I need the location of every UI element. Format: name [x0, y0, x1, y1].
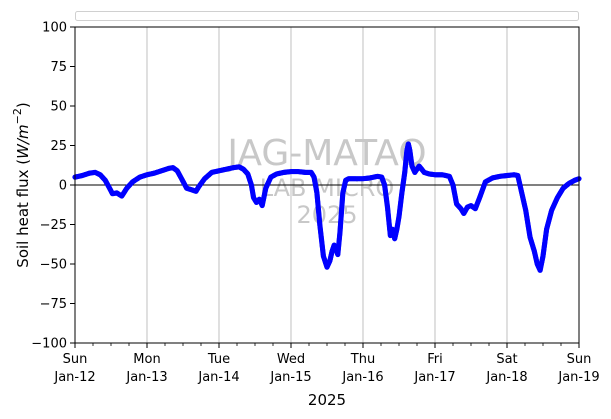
y-tick-label: −75: [40, 297, 67, 312]
x-tick-label-day: Mon: [133, 352, 160, 367]
x-tick-label-date: Jan-16: [341, 370, 383, 385]
x-axis-label: 2025: [308, 391, 346, 409]
y-tick-label: 0: [59, 179, 67, 194]
x-tick-label-date: Jan-15: [269, 370, 311, 385]
x-tick-label-day: Sun: [63, 352, 88, 367]
x-tick-label-day: Sun: [567, 352, 592, 367]
y-axis-label: Soil heat flux (W/m−2): [11, 102, 32, 267]
y-tick-label: 100: [42, 21, 67, 36]
x-tick-label-day: Wed: [277, 352, 305, 367]
y-tick-label: −100: [31, 337, 67, 352]
x-tick-label-date: Jan-18: [485, 370, 527, 385]
x-tick-label-date: Jan-17: [413, 370, 455, 385]
y-tick-label: −50: [40, 258, 67, 273]
watermark-line3: 2025: [296, 201, 357, 229]
x-tick-label-date: Jan-13: [125, 370, 167, 385]
x-tick-label-day: Sat: [496, 352, 517, 367]
x-axis: Sun Jan-12 Mon Jan-13 Tue Jan-14 Wed Jan-15 Thu J…: [53, 343, 600, 385]
watermark: JAG-MATAQ LAB MICRO 2025: [225, 133, 426, 229]
y-tick-label: 25: [50, 139, 67, 154]
y-tick-label: 75: [50, 60, 67, 75]
x-tick-label-day: Tue: [207, 352, 230, 367]
y-axis: 100 75 50 25 0 −25 −50 −75 −100: [31, 21, 75, 352]
x-tick-label-date: Jan-12: [53, 370, 95, 385]
watermark-line1: JAG-MATAQ: [225, 133, 426, 174]
x-tick-label-date: Jan-19: [557, 370, 599, 385]
y-tick-label: 50: [50, 100, 67, 115]
x-tick-label-date: Jan-14: [197, 370, 239, 385]
data-series: [72, 141, 582, 273]
y-tick-label: −25: [40, 218, 67, 233]
x-tick-label-day: Fri: [427, 352, 443, 367]
x-tick-label-day: Thu: [350, 352, 375, 367]
legend-box: [75, 11, 579, 21]
